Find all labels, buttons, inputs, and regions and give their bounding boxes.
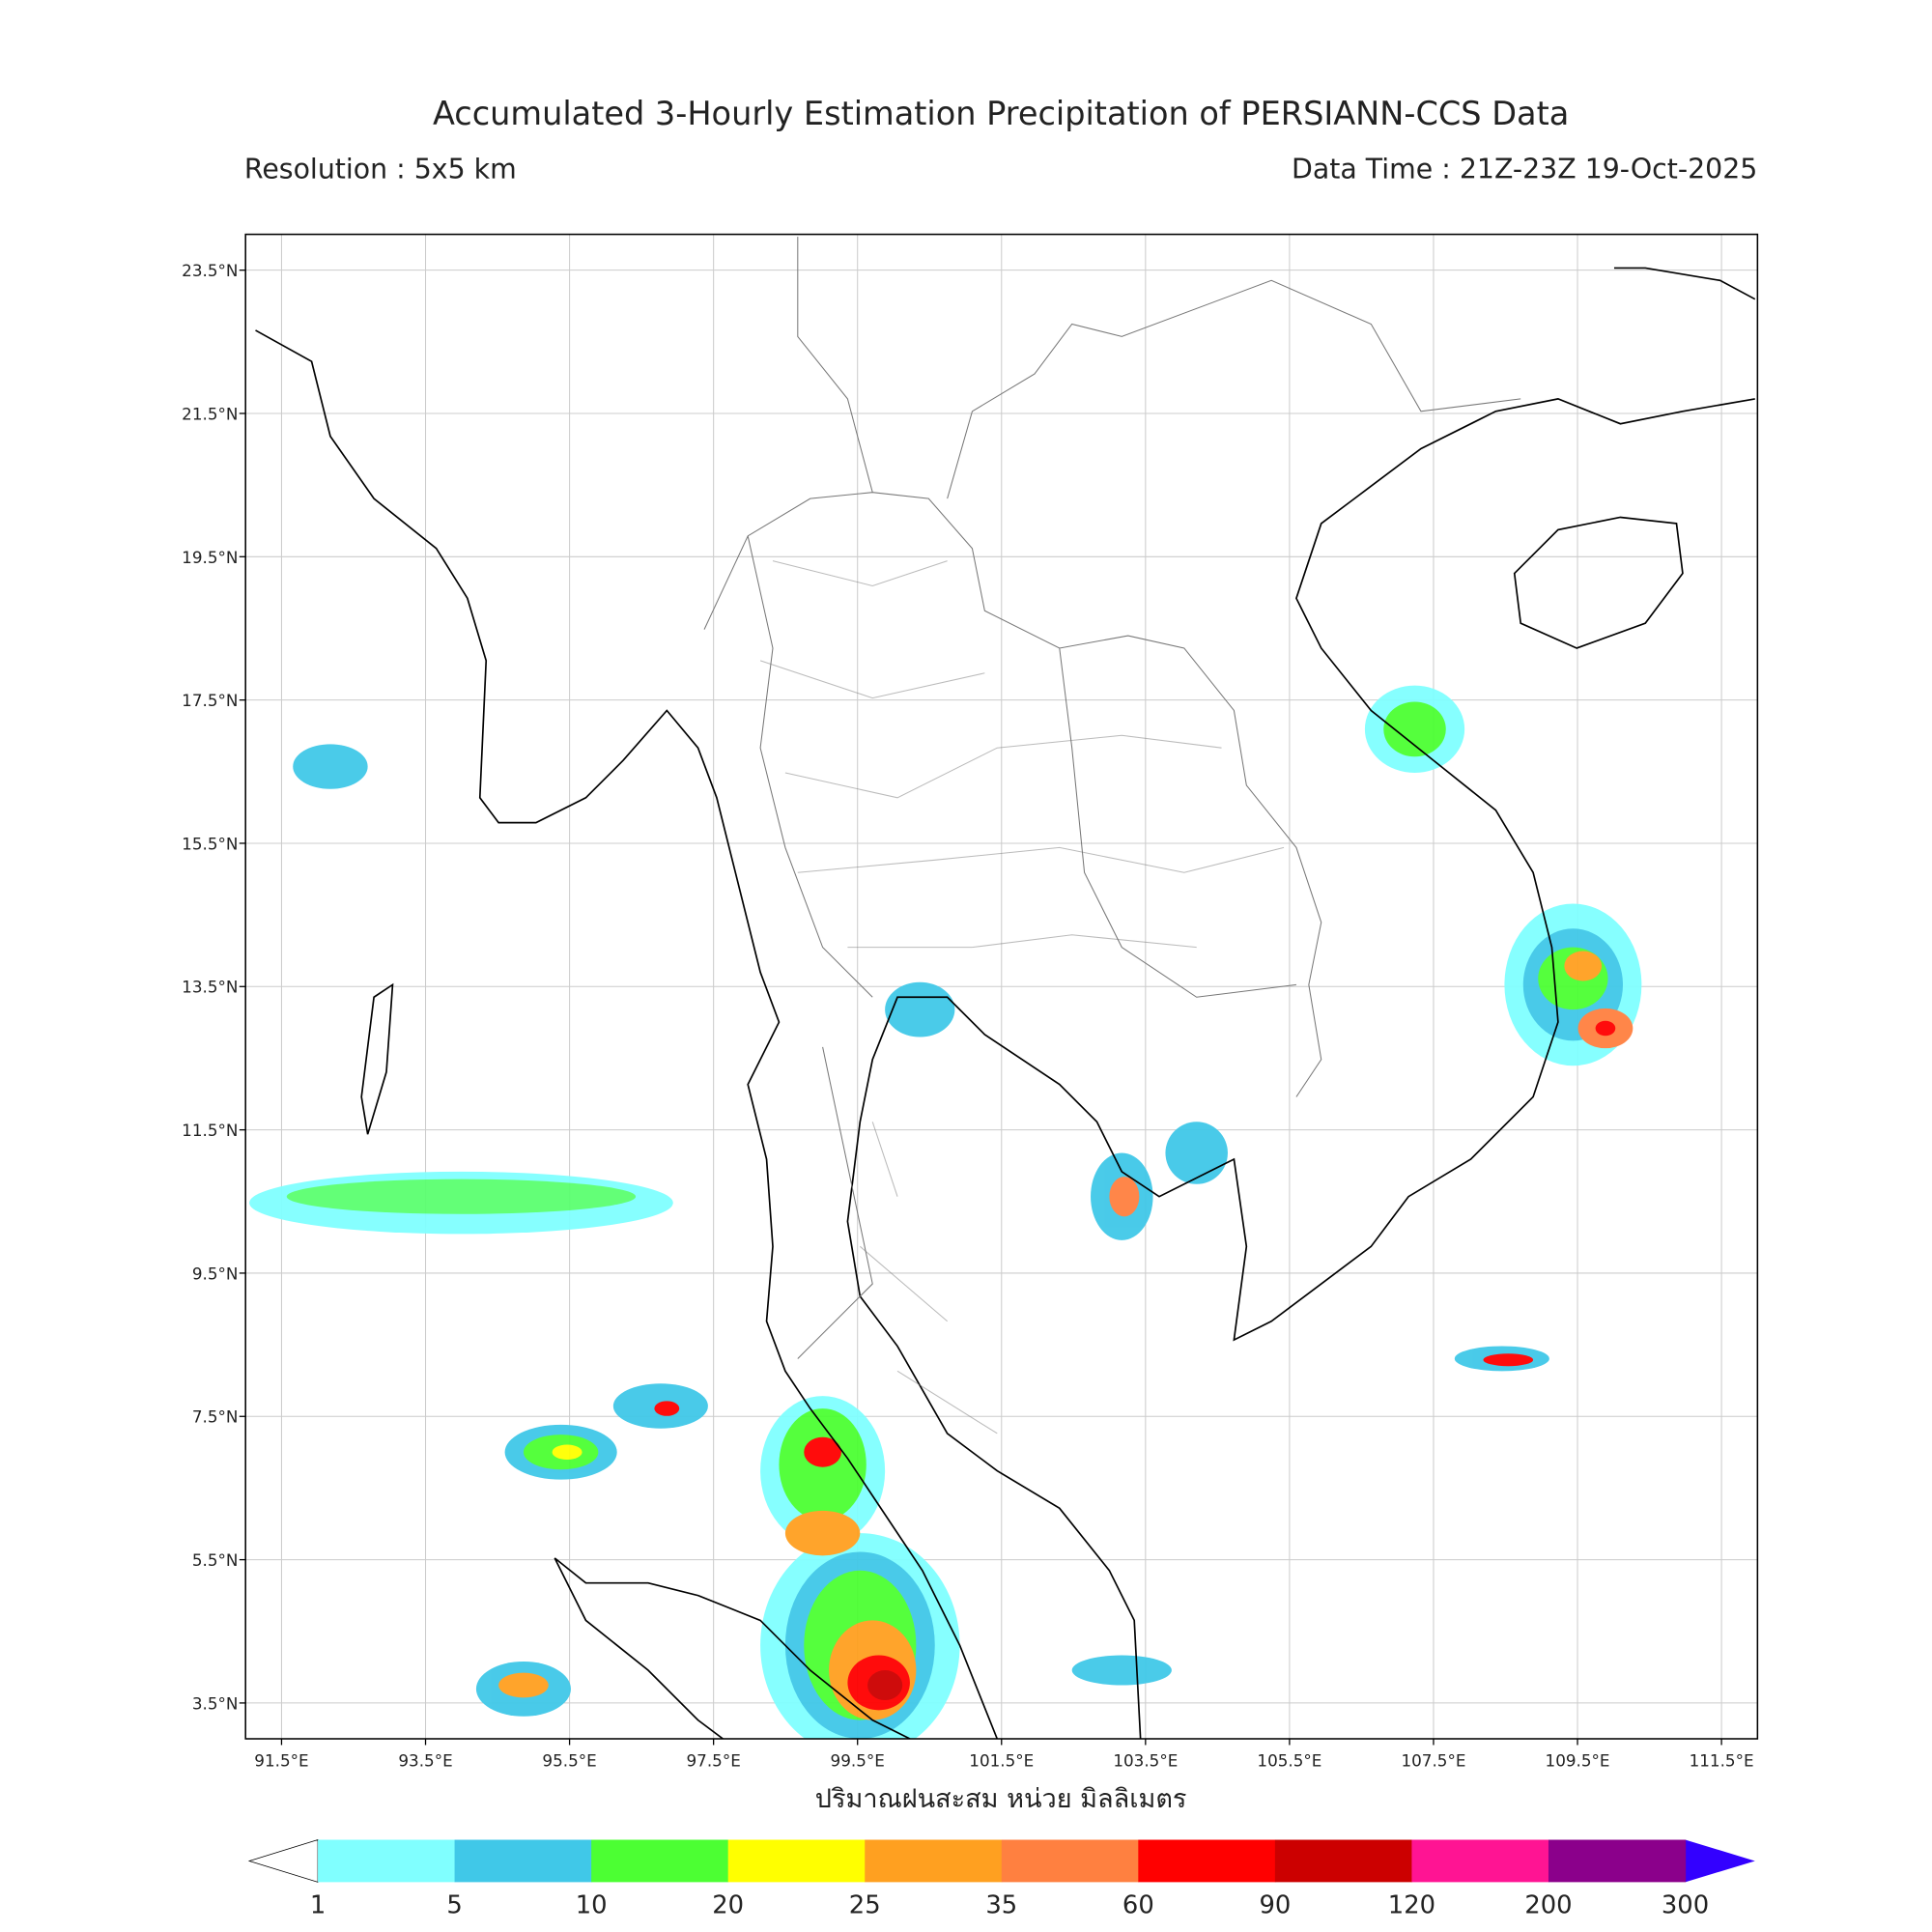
colorbar-label: 120 (1388, 1891, 1435, 1920)
x-tick-label: 91.5°E (254, 1750, 308, 1770)
x-tick-label: 101.5°E (969, 1750, 1034, 1770)
resolution: Resolution : 5x5 km (244, 154, 517, 185)
title: Accumulated 3-Hourly Estimation Precipit… (433, 95, 1569, 132)
x-tick-label: 105.5°E (1257, 1750, 1321, 1770)
colorbar-label: 10 (576, 1891, 608, 1920)
y-tick-label: 21.5°N (182, 404, 238, 423)
colorbar-under (247, 1838, 319, 1883)
colorbar-label: 300 (1662, 1891, 1709, 1920)
colorbar-segment (865, 1839, 1003, 1883)
x-tick-label: 111.5°E (1690, 1750, 1754, 1770)
x-tick-label: 95.5°E (542, 1750, 596, 1770)
colorbar-segment (318, 1839, 456, 1883)
x-tick-label: 107.5°E (1401, 1750, 1465, 1770)
coastline (360, 267, 1756, 1135)
map-layer (249, 237, 1756, 1739)
coastline (255, 329, 999, 1739)
coastline (554, 1557, 911, 1739)
colorbar-segment (1548, 1839, 1687, 1883)
x-tick-label: 93.5°E (398, 1750, 452, 1770)
colorbar-segment (1274, 1839, 1413, 1883)
y-tick-label: 13.5°N (182, 978, 238, 997)
thai-provinces (759, 560, 1285, 1435)
precipitation (249, 685, 1642, 1739)
colorbar-segment (1001, 1839, 1139, 1883)
colorbar-label: 35 (985, 1891, 1017, 1920)
data-time: Data Time : 21Z-23Z 19-Oct-2025 (1292, 154, 1757, 185)
y-tick-label: 23.5°N (182, 261, 238, 280)
colorbar: 1 5 10 20 25 35 60 90 120 200 300 (247, 1838, 1755, 1920)
coastline (846, 398, 1755, 1739)
y-tick-label: 17.5°N (182, 691, 238, 710)
colorbar-label: 200 (1524, 1891, 1572, 1920)
colorbar-label: 5 (446, 1891, 462, 1920)
colorbar-label: 20 (712, 1891, 744, 1920)
y-tick-label: 19.5°N (182, 548, 238, 567)
colorbar-label: 60 (1122, 1891, 1154, 1920)
y-tick-label: 3.5°N (192, 1693, 239, 1713)
colorbar-over (1685, 1839, 1755, 1883)
colorbar-segment (1138, 1839, 1276, 1883)
y-tick-label: 7.5°N (192, 1407, 239, 1427)
y-tick-label: 15.5°N (182, 834, 238, 853)
x-tick-label: 99.5°E (831, 1750, 885, 1770)
x-tick-label: 103.5°E (1113, 1750, 1178, 1770)
x-axis-label: ปริมาณฝนสะสม หน่วย มิลลิเมตร (815, 1784, 1187, 1814)
colorbar-segment (727, 1839, 866, 1883)
colorbar-label: 25 (849, 1891, 881, 1920)
y-tick-label: 11.5°N (182, 1121, 238, 1140)
coastline (1513, 516, 1684, 649)
colorbar-label: 90 (1259, 1891, 1291, 1920)
y-tick-label: 5.5°N (192, 1550, 239, 1570)
colorbar-segment (1411, 1839, 1549, 1883)
colorbar-label: 1 (310, 1891, 326, 1920)
colorbar-segment (591, 1839, 729, 1883)
x-tick-label: 97.5°E (686, 1750, 740, 1770)
country-border (703, 237, 1521, 1359)
colorbar-segment (454, 1839, 592, 1883)
x-tick-label: 109.5°E (1546, 1750, 1610, 1770)
y-tick-label: 9.5°N (192, 1264, 239, 1283)
